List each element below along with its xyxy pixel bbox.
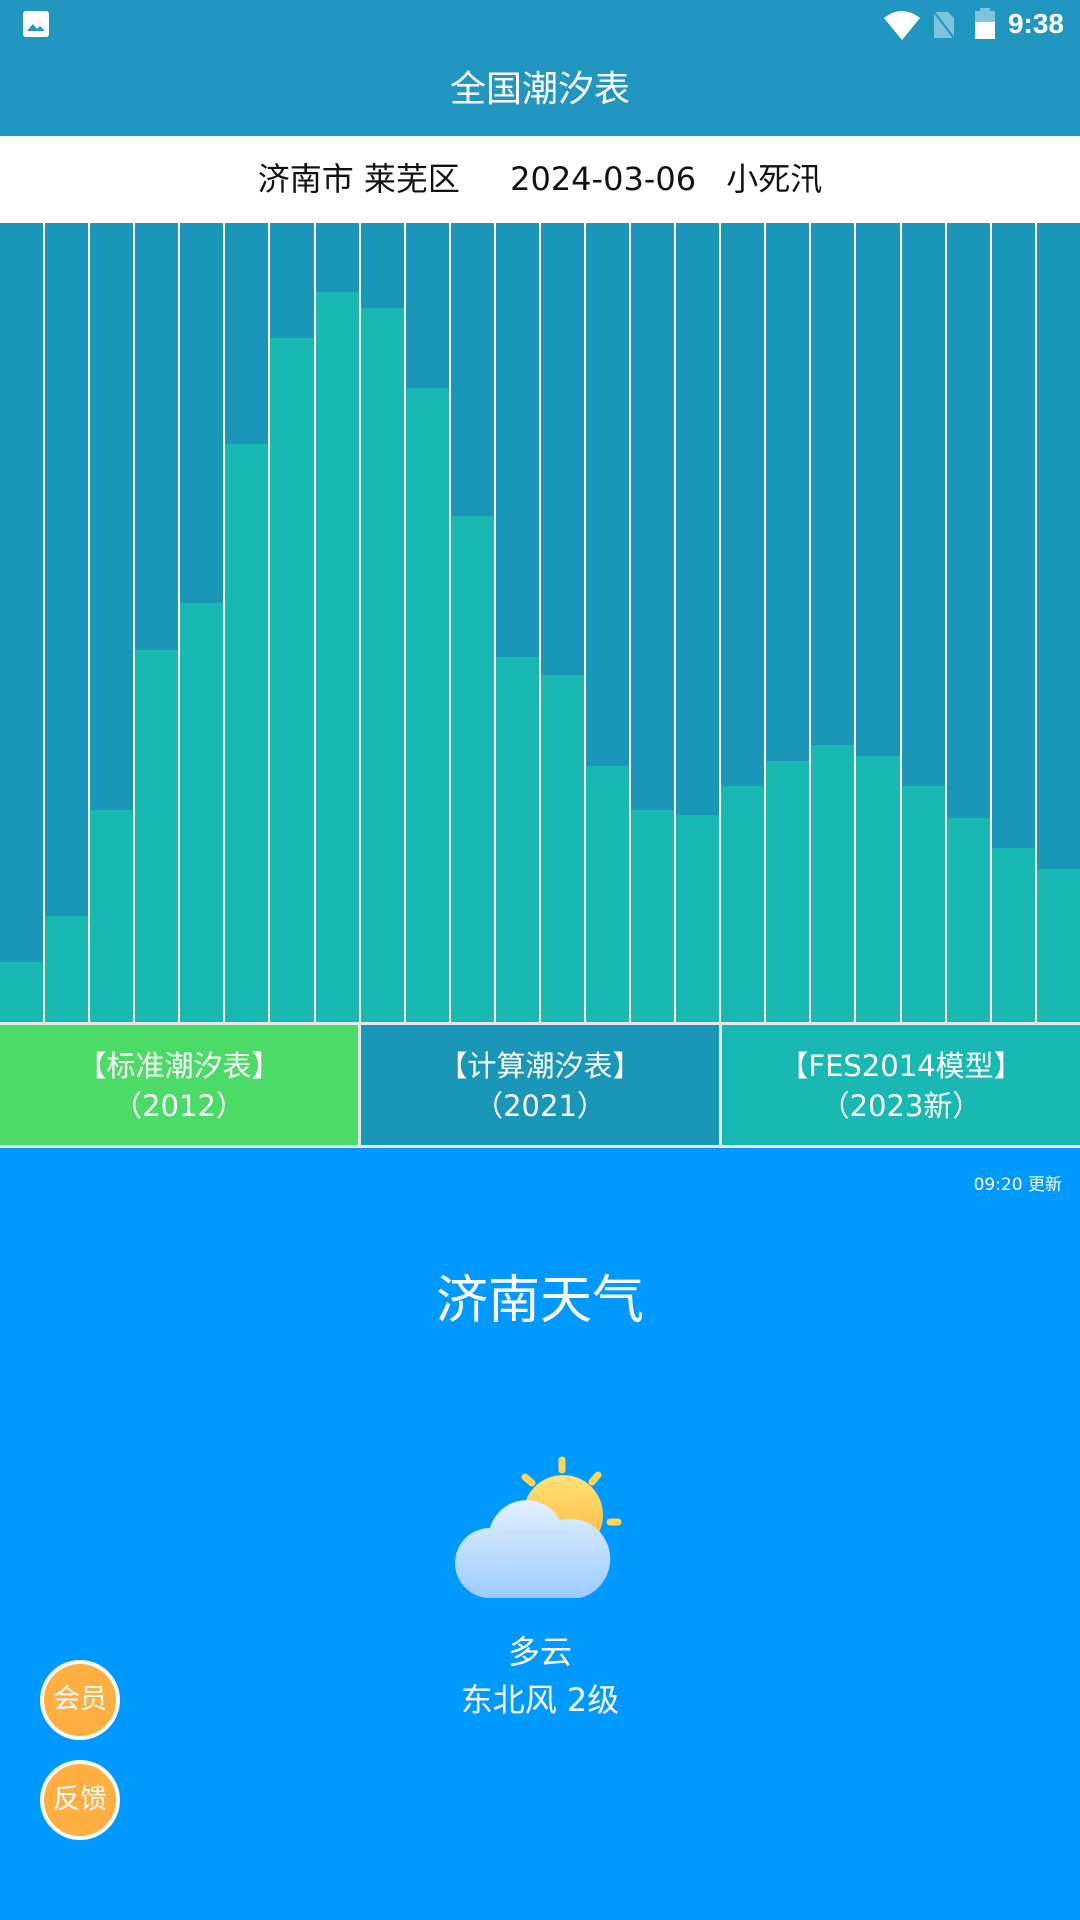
tide-bar-level bbox=[721, 785, 765, 1022]
tide-bar-level bbox=[180, 602, 224, 1022]
tide-bar-level bbox=[90, 810, 134, 1022]
location-label[interactable]: 济南市 莱芜区 bbox=[257, 160, 460, 198]
wifi-icon bbox=[884, 11, 920, 40]
no-sim-icon bbox=[933, 11, 955, 39]
weather-condition: 多云 bbox=[507, 1633, 572, 1671]
tide-bar[interactable] bbox=[991, 223, 1035, 1022]
tide-bar-level bbox=[360, 307, 404, 1022]
tab-fes2014-model[interactable]: 【FES2014模型】 （2023新） bbox=[722, 1025, 1080, 1145]
tide-info-bar: 济南市 莱芜区 2024-03-06 小死汛 bbox=[0, 136, 1080, 223]
weather-description: 多云 东北风 2级 bbox=[0, 1628, 1080, 1724]
tide-bar-level bbox=[0, 962, 44, 1022]
tide-bar-level bbox=[540, 675, 585, 1022]
partly-cloudy-icon bbox=[455, 1456, 622, 1598]
update-time: 09:20 更新 bbox=[973, 1175, 1062, 1195]
tide-bar[interactable] bbox=[225, 223, 269, 1022]
tide-bar[interactable] bbox=[495, 223, 539, 1022]
tide-bar-level bbox=[631, 810, 675, 1022]
tide-bar[interactable] bbox=[360, 223, 404, 1022]
tide-bar-level bbox=[991, 847, 1035, 1022]
tab-standard-tide[interactable]: 【标准潮汐表】 （2012） bbox=[0, 1025, 358, 1145]
tide-bar-level bbox=[45, 915, 89, 1022]
tide-bar[interactable] bbox=[946, 223, 990, 1022]
feedback-button[interactable]: 反馈 bbox=[40, 1760, 120, 1840]
tide-bar-level bbox=[946, 818, 990, 1022]
tide-bar[interactable] bbox=[135, 223, 179, 1022]
tide-bar-level bbox=[405, 388, 449, 1022]
battery-icon bbox=[975, 8, 995, 39]
tide-bar-level bbox=[811, 744, 855, 1022]
tide-bar[interactable] bbox=[766, 223, 810, 1022]
tide-bar-level bbox=[901, 785, 945, 1022]
tide-bar[interactable] bbox=[721, 223, 765, 1022]
tide-bar-level bbox=[270, 338, 314, 1022]
tide-chart bbox=[0, 223, 1080, 1022]
clock: 9:38 bbox=[1007, 8, 1064, 39]
tab-sublabel: （2012） bbox=[113, 1089, 245, 1123]
image-icon bbox=[23, 11, 49, 37]
tide-bar[interactable] bbox=[315, 223, 359, 1022]
tab-label: 【FES2014模型】 bbox=[779, 1049, 1023, 1083]
weather-title: 济南天气 bbox=[435, 1271, 644, 1331]
tab-calculated-tide[interactable]: 【计算潮汐表】 （2021） bbox=[361, 1025, 719, 1145]
wind-info: 东北风 2级 bbox=[460, 1681, 620, 1719]
date-label[interactable]: 2024-03-06 bbox=[510, 160, 697, 198]
tide-bar[interactable] bbox=[540, 223, 585, 1022]
tide-bar[interactable] bbox=[405, 223, 449, 1022]
tab-label: 【计算潮汐表】 bbox=[438, 1049, 642, 1083]
tide-bar[interactable] bbox=[45, 223, 89, 1022]
tide-bar-level bbox=[315, 291, 359, 1022]
tide-bar[interactable] bbox=[856, 223, 900, 1022]
tide-bar[interactable] bbox=[631, 223, 675, 1022]
tide-source-tabs: 【标准潮汐表】 （2012） 【计算潮汐表】 （2021） 【FES2014模型】 （… bbox=[0, 1022, 1080, 1148]
tide-bar[interactable] bbox=[676, 223, 720, 1022]
member-button[interactable]: 会员 bbox=[40, 1660, 120, 1740]
tide-bar-level bbox=[766, 760, 810, 1022]
tide-bar[interactable] bbox=[586, 223, 630, 1022]
tide-type-label: 小死汛 bbox=[726, 160, 823, 198]
tide-bar-level bbox=[586, 765, 630, 1022]
tide-bar[interactable] bbox=[811, 223, 855, 1022]
tide-bar[interactable] bbox=[0, 223, 44, 1022]
tide-bar-level bbox=[856, 755, 900, 1022]
tab-label: 【标准潮汐表】 bbox=[77, 1049, 281, 1083]
status-bar: 9:38 bbox=[0, 0, 1080, 50]
tide-bar[interactable] bbox=[450, 223, 494, 1022]
app-header: 全国潮汐表 bbox=[0, 50, 1080, 136]
tab-sublabel: （2023新） bbox=[820, 1089, 982, 1123]
tide-bar-level bbox=[225, 443, 269, 1022]
tide-bar[interactable] bbox=[90, 223, 134, 1022]
tide-bar[interactable] bbox=[180, 223, 224, 1022]
tide-bar[interactable] bbox=[270, 223, 314, 1022]
tide-bar[interactable] bbox=[901, 223, 945, 1022]
tide-bar-level bbox=[495, 656, 539, 1022]
tide-bar-level bbox=[676, 815, 720, 1022]
tide-bar[interactable] bbox=[1036, 223, 1080, 1022]
tide-bar-level bbox=[450, 516, 494, 1022]
page-title: 全国潮汐表 bbox=[449, 69, 630, 110]
tide-bar-level bbox=[1036, 868, 1080, 1022]
tide-bar-level bbox=[135, 650, 179, 1022]
tab-sublabel: （2021） bbox=[474, 1089, 606, 1123]
